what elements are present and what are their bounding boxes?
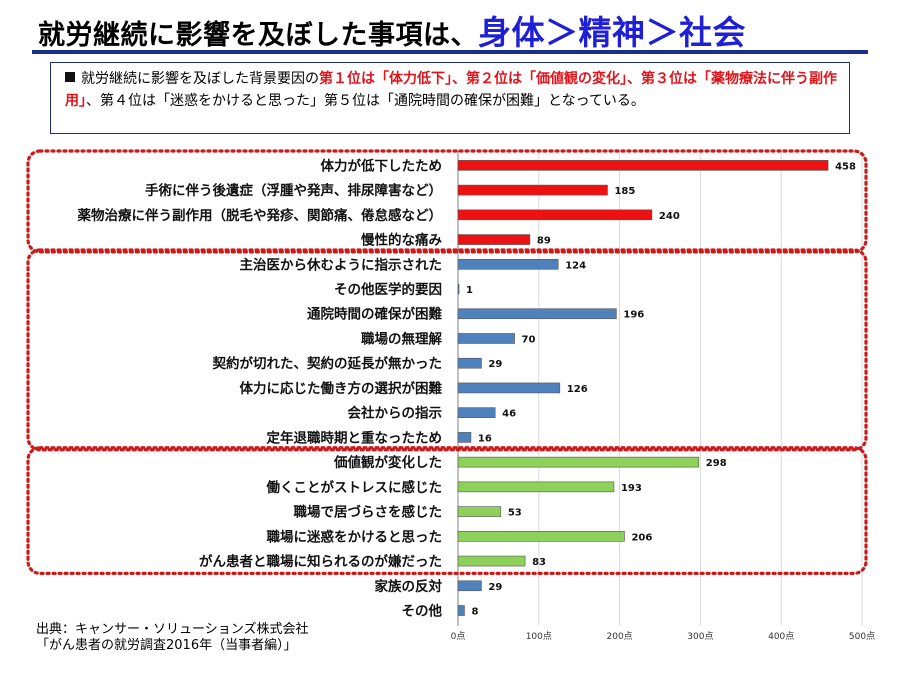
- category-label: 価値観が変化した: [333, 454, 442, 471]
- category-label: 契約が切れた、契約の延長が無かった: [212, 355, 443, 372]
- summary-emphasis: 第１位は「体力低下」、第２位は「価値観の変化」、第３位は「薬物療法に伴う副作用」: [65, 71, 837, 109]
- title-highlight: 身体＞精神＞社会: [478, 13, 746, 52]
- data-label: 185: [614, 186, 635, 197]
- category-label: 主治医から休むように指示された: [240, 256, 443, 273]
- bar: [457, 531, 625, 542]
- source-citation: 出典：キャンサー・ソリューションズ株式会社 「がん患者の就労調査2016年（当事…: [36, 622, 308, 654]
- data-label: 29: [488, 582, 502, 593]
- category-label: 薬物治療に伴う副作用（脱毛や発疹、関節痛、倦怠感など）: [78, 207, 443, 224]
- bar: [457, 160, 829, 171]
- data-label: 126: [567, 384, 588, 395]
- data-label: 193: [621, 483, 642, 494]
- category-label: 手術に伴う後遺症（浮腫や発声、排尿障害など）: [145, 182, 442, 199]
- bar: [457, 605, 465, 616]
- data-label: 16: [478, 433, 492, 444]
- data-label: 206: [631, 532, 652, 543]
- bar: [457, 184, 608, 196]
- category-label: 職場で居づらさを感じた: [294, 504, 443, 521]
- data-label: 8: [471, 607, 478, 618]
- bar: [457, 234, 531, 245]
- data-label: 46: [502, 409, 516, 420]
- summary-text-2: 、第４位は「迷惑をかけると思った」第５位は「通院時間の確保が困難」となっている。: [86, 93, 645, 109]
- bar: [457, 456, 700, 468]
- data-label: 53: [508, 508, 522, 519]
- bar: [457, 258, 559, 270]
- title-main: 就労継続に影響を及ぼした事項は、: [38, 20, 478, 51]
- bar: [457, 308, 617, 320]
- category-label: 慢性的な痛み: [361, 232, 442, 249]
- x-tick-label: 200点: [607, 631, 633, 642]
- x-tick-label: 300点: [687, 631, 713, 642]
- category-label: 通院時間の確保が困難: [307, 306, 442, 323]
- bar: [457, 333, 515, 344]
- data-label: 458: [835, 161, 856, 172]
- category-label: 体力に応じた働き方の選択が困難: [240, 380, 443, 397]
- category-label: 定年退職時期と重なったため: [267, 429, 443, 446]
- data-label: 1: [466, 285, 473, 296]
- bar: [457, 407, 496, 418]
- source-line-2: 「がん患者の就労調査2016年（当事者編）」: [36, 638, 297, 653]
- bar: [457, 432, 472, 443]
- data-label: 89: [537, 236, 551, 247]
- x-tick-label: 500点: [849, 631, 875, 642]
- group-outline: [26, 446, 868, 576]
- x-tick-label: 400点: [768, 631, 794, 642]
- category-label: がん患者と職場に知られるのが嫌だった: [199, 553, 442, 570]
- bar: [457, 382, 561, 394]
- group-outline: [26, 248, 868, 452]
- bar: [457, 506, 502, 517]
- data-label: 240: [659, 211, 680, 222]
- x-tick-label: 100点: [526, 631, 552, 642]
- bar: [457, 481, 615, 493]
- title-underline: [32, 50, 868, 54]
- category-label: 会社からの指示: [348, 405, 443, 422]
- bar: [457, 209, 653, 221]
- category-label: 職場の無理解: [361, 330, 442, 347]
- category-label: その他: [402, 603, 443, 620]
- bar: [457, 357, 482, 369]
- category-label: 働くことがストレスに感じた: [266, 479, 443, 496]
- data-label: 298: [706, 458, 727, 469]
- source-line-1: 出典：キャンサー・ソリューションズ株式会社: [36, 622, 309, 637]
- group-outline: [26, 149, 868, 254]
- data-label: 196: [623, 310, 644, 321]
- category-label: 体力が低下したため: [321, 157, 443, 174]
- black-square-icon: [65, 72, 75, 82]
- bar: [457, 283, 460, 295]
- bar: [457, 580, 482, 592]
- x-tick-label: 0点: [451, 631, 466, 642]
- bar: [457, 555, 526, 567]
- summary-box: 就労継続に影響を及ぼした背景要因の第１位は「体力低下」、第２位は「価値観の変化」…: [50, 62, 850, 134]
- data-label: 124: [565, 260, 586, 271]
- category-label: 家族の反対: [375, 578, 443, 595]
- category-label: 職場に迷惑をかけると思った: [267, 528, 443, 545]
- summary-text-1: 就労継続に影響を及ぼした背景要因の: [81, 71, 319, 87]
- data-label: 70: [522, 334, 536, 345]
- data-label: 29: [488, 359, 502, 370]
- data-label: 83: [532, 557, 546, 568]
- category-label: その他医学的要因: [334, 281, 442, 298]
- page-title: 就労継続に影響を及ぼした事項は、身体＞精神＞社会: [38, 6, 746, 52]
